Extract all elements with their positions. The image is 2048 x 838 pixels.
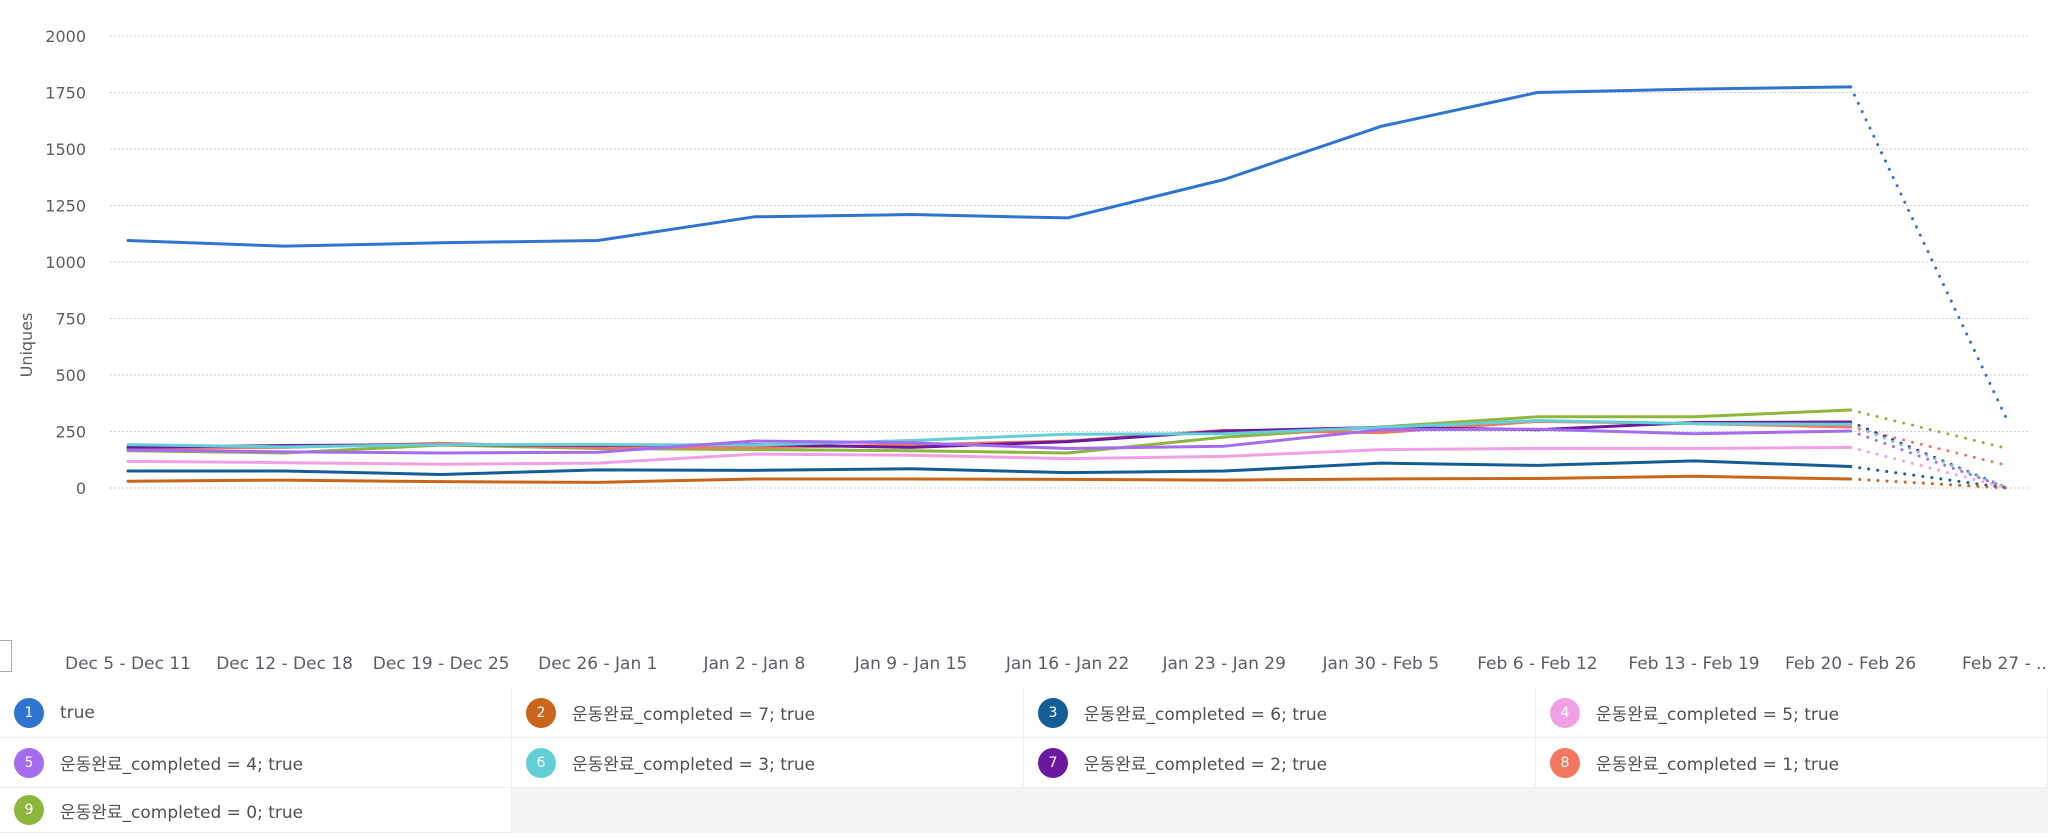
legend-label: 운동완료_completed = 4; true: [60, 755, 304, 775]
y-axis-label: Uniques: [17, 313, 36, 378]
series-line[interactable]: [126, 459, 1853, 476]
y-tick-label: 0: [76, 479, 86, 498]
legend-badge: 8: [1550, 747, 1580, 778]
legend-badge: 5: [14, 747, 44, 778]
legend-badge: 4: [1550, 697, 1580, 728]
legend: 1 true 2 운동완료_completed = 7; true 3 운동완료…: [0, 688, 2048, 833]
series-2[interactable]: [126, 474, 2009, 490]
line-chart: Uniques 0 250 500 750 1000 1250 1500 1750 2000 D…: [17, 27, 2048, 674]
y-tick-label: 250: [55, 423, 86, 442]
x-tick-label: Jan 30 - Feb 5: [1322, 654, 1440, 674]
y-tick-label: 500: [55, 366, 86, 385]
x-tick-label: Jan 16 - Jan 22: [1005, 654, 1129, 674]
y-tick-label: 1250: [45, 197, 86, 216]
legend-label: 운동완료_completed = 6; true: [1084, 705, 1328, 725]
series-line[interactable]: [126, 420, 1853, 449]
series-line[interactable]: [126, 474, 1853, 484]
legend-badge: 6: [526, 747, 556, 778]
series-line[interactable]: [126, 427, 1853, 455]
legend-item-3[interactable]: 3 운동완료_completed = 6; true: [1024, 688, 1536, 738]
series-line[interactable]: [126, 445, 1853, 466]
legend-badge: 2: [526, 697, 556, 728]
x-tick-label: Jan 2 - Jan 8: [703, 654, 806, 674]
gridlines: [110, 35, 2030, 489]
series-projection-line[interactable]: [1849, 408, 2009, 450]
legend-item-4[interactable]: 4 운동완료_completed = 5; true: [1536, 688, 2048, 738]
x-tick-label: Jan 9 - Jan 15: [854, 654, 968, 674]
series-projection-line[interactable]: [1849, 465, 2009, 490]
y-tick-label: 1500: [45, 140, 86, 159]
x-tick-label: Dec 26 - Jan 1: [538, 654, 657, 674]
legend-badge: 1: [14, 697, 44, 728]
series-line[interactable]: [126, 419, 1853, 449]
series-3[interactable]: [126, 459, 2009, 490]
y-axis-ticks: 0 250 500 750 1000 1250 1500 1750 2000: [45, 27, 86, 498]
legend-label: 운동완료_completed = 1; true: [1596, 755, 1840, 775]
x-tick-label: Feb 20 - Feb 26: [1785, 654, 1916, 674]
legend-item-5[interactable]: 5 운동완료_completed = 4; true: [0, 738, 512, 788]
y-tick-label: 1750: [45, 84, 86, 103]
legend-item-9[interactable]: 9 운동완료_completed = 0; true: [0, 788, 512, 833]
legend-label: 운동완료_completed = 3; true: [572, 755, 816, 775]
legend-empty-area: [512, 788, 2048, 833]
legend-item-7[interactable]: 7 운동완료_completed = 2; true: [1024, 738, 1536, 788]
y-tick-label: 2000: [45, 27, 86, 46]
x-axis-ticks: Dec 5 - Dec 11 Dec 12 - Dec 18 Dec 19 - De…: [65, 654, 2048, 674]
legend-badge: 7: [1038, 747, 1068, 778]
legend-item-2[interactable]: 2 운동완료_completed = 7; true: [512, 688, 1024, 738]
legend-item-6[interactable]: 6 운동완료_completed = 3; true: [512, 738, 1024, 788]
series-line[interactable]: [126, 85, 1853, 248]
collapsed-panel-handle[interactable]: [0, 640, 12, 672]
series-projection-line[interactable]: [1849, 420, 2009, 490]
legend-item-1[interactable]: 1 true: [0, 688, 512, 738]
x-tick-label: Jan 23 - Jan 29: [1161, 654, 1285, 674]
series-5[interactable]: [126, 427, 2009, 490]
legend-label: 운동완료_completed = 2; true: [1084, 755, 1328, 775]
series-lines: [126, 85, 2009, 490]
legend-item-8[interactable]: 8 운동완료_completed = 1; true: [1536, 738, 2048, 788]
legend-badge: 9: [14, 795, 44, 825]
series-projection-line[interactable]: [1849, 445, 2009, 490]
x-tick-label: Dec 5 - Dec 11: [65, 654, 191, 674]
series-4[interactable]: [126, 445, 2009, 490]
y-tick-label: 1000: [45, 253, 86, 272]
series-projection-line[interactable]: [1849, 477, 2009, 490]
x-tick-label: Dec 19 - Dec 25: [373, 654, 510, 674]
legend-badge: 3: [1038, 697, 1068, 728]
x-tick-label: Feb 13 - Feb 19: [1628, 654, 1759, 674]
legend-label: 운동완료_completed = 0; true: [60, 802, 304, 823]
x-tick-label: Feb 6 - Feb 12: [1477, 654, 1597, 674]
legend-label: true: [60, 702, 95, 723]
series-projection-line[interactable]: [1849, 85, 2009, 422]
legend-label: 운동완료_completed = 7; true: [572, 705, 816, 725]
series-1[interactable]: [126, 85, 2009, 422]
legend-label: 운동완료_completed = 5; true: [1596, 705, 1840, 725]
series-projection-line[interactable]: [1849, 429, 2009, 490]
series-projection-line[interactable]: [1849, 422, 2009, 490]
y-tick-label: 750: [55, 310, 86, 329]
x-tick-label: Dec 12 - Dec 18: [216, 654, 353, 674]
series-6[interactable]: [126, 419, 2009, 490]
x-tick-label: Feb 27 - ...: [1962, 654, 2048, 674]
